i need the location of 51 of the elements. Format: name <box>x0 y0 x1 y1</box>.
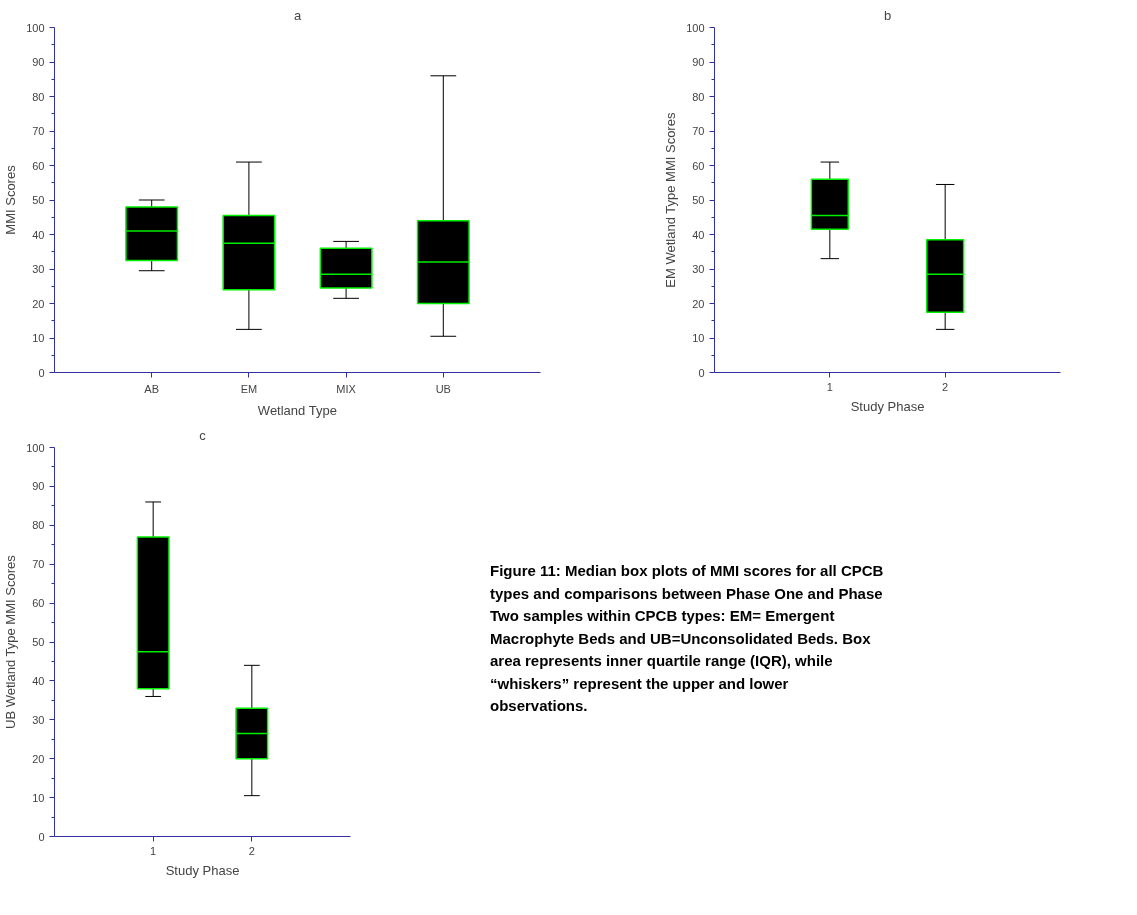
y-tick-label: 100 <box>686 21 705 34</box>
y-tick-label: 70 <box>692 125 705 137</box>
y-tick-label: 40 <box>32 674 45 687</box>
y-axis-title: EM Wetland Type MMI Scores <box>663 112 679 288</box>
y-tick-label: 10 <box>32 332 45 344</box>
y-tick-label: 70 <box>32 125 45 137</box>
y-tick-label: 80 <box>692 90 705 103</box>
x-tick-label: 2 <box>248 844 255 857</box>
x-tick-label: 1 <box>150 844 157 857</box>
y-tick-label: 20 <box>32 297 45 310</box>
y-tick-label: 30 <box>692 263 705 275</box>
caption: Figure 11: Median box plots of MMI scores for all CPCB types and comparisons between Phase One and Phase Two samples within CPCB types: EM= Emergent Macrophyte Beds and UB=Unconsolidated Beds. Box area represents inner quartile range (IQR), while “whiskers” represent the upper and lower observations. <box>490 561 885 716</box>
x-tick-label: EM <box>240 382 258 395</box>
y-tick-label: 70 <box>32 558 45 571</box>
y-tick-label: 50 <box>32 194 45 206</box>
x-axis-title: Study Phase <box>165 862 240 878</box>
y-tick-label: 50 <box>32 636 45 648</box>
y-tick-label: 20 <box>32 752 45 765</box>
x-tick-label: MIX <box>336 382 357 395</box>
y-tick-label: 0 <box>38 366 45 379</box>
y-tick-label: 60 <box>32 597 45 610</box>
y-tick-label: 50 <box>692 194 705 206</box>
y-tick-label: 40 <box>692 228 705 241</box>
y-tick-label: 0 <box>698 366 705 379</box>
y-tick-label: 30 <box>32 263 45 275</box>
chart-title: a <box>293 7 302 23</box>
y-tick-label: 60 <box>32 159 45 172</box>
x-axis-title: Study Phase <box>850 398 925 414</box>
y-axis-title: UB Wetland Type MMI Scores <box>3 554 19 729</box>
chart-title: b <box>883 7 892 23</box>
y-tick-label: 100 <box>26 21 45 34</box>
y-tick-label: 60 <box>692 159 705 172</box>
x-tick-label: UB <box>435 382 451 395</box>
x-tick-label: 2 <box>942 380 949 393</box>
y-tick-label: 80 <box>32 519 45 532</box>
x-axis-title: Wetland Type <box>257 402 337 418</box>
y-tick-label: 10 <box>692 332 705 344</box>
y-axis-title: MMI Scores <box>3 164 19 235</box>
y-tick-label: 0 <box>38 830 45 843</box>
y-tick-label: 30 <box>32 713 45 726</box>
y-tick-label: 90 <box>692 56 705 68</box>
y-tick-label: 100 <box>26 441 45 454</box>
y-tick-label: 80 <box>32 90 45 103</box>
y-tick-label: 20 <box>692 297 705 310</box>
x-tick-label: 1 <box>826 380 833 393</box>
chart-title: c <box>199 427 207 443</box>
y-tick-label: 10 <box>32 791 45 804</box>
y-tick-label: 90 <box>32 480 45 493</box>
y-tick-label: 90 <box>32 56 45 68</box>
x-tick-label: AB <box>144 382 160 395</box>
y-tick-label: 40 <box>32 228 45 241</box>
